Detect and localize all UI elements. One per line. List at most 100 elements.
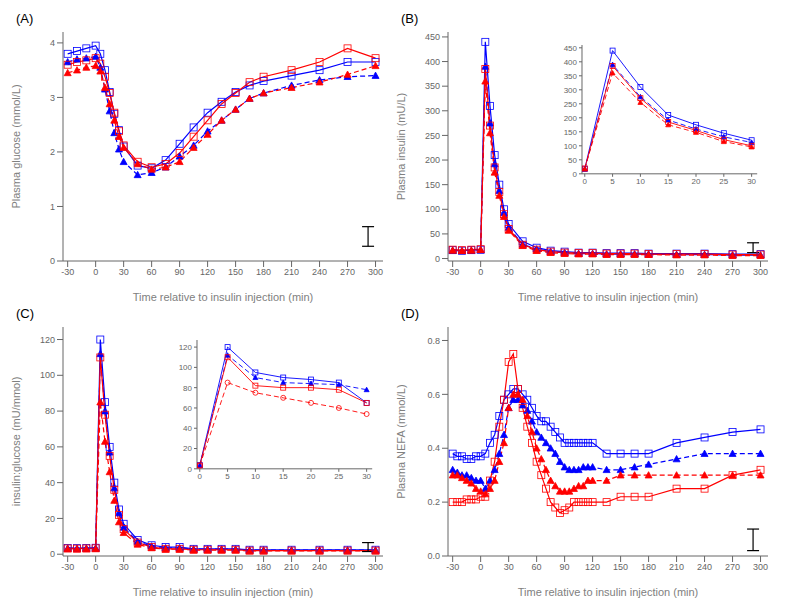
svg-text:150: 150 (425, 180, 440, 190)
svg-text:250: 250 (425, 131, 440, 141)
svg-text:210: 210 (284, 562, 299, 572)
svg-text:30: 30 (504, 267, 514, 277)
svg-text:0: 0 (50, 549, 55, 559)
svg-text:Plasma glucose (mmol/L): Plasma glucose (mmol/L) (10, 84, 22, 208)
svg-text:50: 50 (568, 156, 577, 165)
svg-text:0.2: 0.2 (427, 497, 440, 507)
svg-text:120: 120 (200, 267, 215, 277)
svg-text:10: 10 (636, 178, 645, 187)
svg-text:240: 240 (312, 267, 327, 277)
svg-text:450: 450 (425, 32, 440, 42)
svg-text:0: 0 (435, 254, 440, 264)
svg-text:300: 300 (368, 267, 383, 277)
svg-text:150: 150 (228, 267, 243, 277)
svg-text:0: 0 (478, 267, 483, 277)
svg-text:60: 60 (532, 562, 542, 572)
svg-text:30: 30 (363, 473, 372, 482)
svg-text:90: 90 (175, 267, 185, 277)
svg-text:210: 210 (669, 562, 684, 572)
svg-text:-30: -30 (61, 562, 74, 572)
svg-text:200: 200 (564, 114, 578, 123)
svg-text:20: 20 (307, 473, 316, 482)
svg-text:150: 150 (228, 562, 243, 572)
svg-text:15: 15 (664, 178, 673, 187)
svg-text:400: 400 (425, 57, 440, 67)
svg-text:120: 120 (585, 562, 600, 572)
svg-text:350: 350 (425, 81, 440, 91)
svg-text:-30: -30 (61, 267, 74, 277)
svg-text:20: 20 (45, 514, 55, 524)
svg-text:4: 4 (50, 38, 55, 48)
svg-text:Time relative to insulin injec: Time relative to insulin injection (min) (133, 586, 314, 598)
svg-text:270: 270 (725, 267, 740, 277)
svg-text:250: 250 (564, 100, 578, 109)
svg-text:120: 120 (40, 335, 55, 345)
svg-text:90: 90 (560, 562, 570, 572)
svg-text:120: 120 (200, 562, 215, 572)
svg-text:0: 0 (198, 473, 203, 482)
svg-text:300: 300 (753, 562, 768, 572)
svg-text:0: 0 (93, 267, 98, 277)
svg-text:90: 90 (175, 562, 185, 572)
svg-text:150: 150 (613, 267, 628, 277)
svg-text:60: 60 (147, 267, 157, 277)
svg-text:0.4: 0.4 (427, 443, 440, 453)
svg-text:0.8: 0.8 (427, 336, 440, 346)
svg-text:5: 5 (226, 473, 231, 482)
svg-text:20: 20 (183, 445, 192, 454)
svg-text:insulin:glucose (mU/mmol): insulin:glucose (mU/mmol) (10, 377, 22, 507)
svg-text:120: 120 (585, 267, 600, 277)
svg-text:30: 30 (119, 562, 129, 572)
svg-text:Time relative to insulin injec: Time relative to insulin injection (min) (518, 291, 699, 303)
svg-text:25: 25 (335, 473, 344, 482)
svg-text:270: 270 (725, 562, 740, 572)
svg-text:0: 0 (50, 256, 55, 266)
svg-text:30: 30 (504, 562, 514, 572)
svg-text:350: 350 (564, 72, 578, 81)
svg-text:120: 120 (179, 343, 193, 352)
svg-text:Plasma NEFA (mmol/L): Plasma NEFA (mmol/L) (395, 384, 407, 498)
svg-text:25: 25 (720, 178, 729, 187)
svg-text:Time relative to insulin injec: Time relative to insulin injection (min) (518, 586, 699, 598)
svg-text:240: 240 (312, 562, 327, 572)
svg-text:80: 80 (45, 406, 55, 416)
svg-text:240: 240 (697, 267, 712, 277)
svg-text:0.6: 0.6 (427, 390, 440, 400)
svg-text:180: 180 (641, 267, 656, 277)
svg-text:450: 450 (564, 44, 578, 53)
svg-text:60: 60 (532, 267, 542, 277)
svg-text:10: 10 (251, 473, 260, 482)
svg-text:300: 300 (425, 106, 440, 116)
svg-text:180: 180 (256, 562, 271, 572)
svg-text:180: 180 (256, 267, 271, 277)
svg-text:15: 15 (279, 473, 288, 482)
svg-text:100: 100 (179, 363, 193, 372)
svg-text:40: 40 (45, 478, 55, 488)
svg-text:60: 60 (45, 442, 55, 452)
svg-text:20: 20 (692, 178, 701, 187)
svg-text:210: 210 (669, 267, 684, 277)
svg-text:270: 270 (340, 267, 355, 277)
svg-text:30: 30 (119, 267, 129, 277)
svg-text:0.0: 0.0 (427, 551, 440, 561)
svg-text:90: 90 (560, 267, 570, 277)
svg-text:150: 150 (564, 128, 578, 137)
svg-text:60: 60 (147, 562, 157, 572)
svg-text:0: 0 (478, 562, 483, 572)
svg-text:50: 50 (430, 229, 440, 239)
svg-text:60: 60 (183, 404, 192, 413)
svg-text:0: 0 (583, 178, 588, 187)
svg-text:180: 180 (641, 562, 656, 572)
svg-text:400: 400 (564, 58, 578, 67)
svg-text:5: 5 (611, 178, 616, 187)
svg-text:270: 270 (340, 562, 355, 572)
svg-text:240: 240 (697, 562, 712, 572)
svg-text:300: 300 (564, 86, 578, 95)
svg-text:300: 300 (368, 562, 383, 572)
svg-text:1: 1 (50, 202, 55, 212)
svg-text:100: 100 (564, 142, 578, 151)
svg-text:-30: -30 (446, 562, 459, 572)
svg-text:300: 300 (753, 267, 768, 277)
svg-text:100: 100 (425, 204, 440, 214)
svg-text:Plasma insulin (mU/L): Plasma insulin (mU/L) (395, 93, 407, 201)
